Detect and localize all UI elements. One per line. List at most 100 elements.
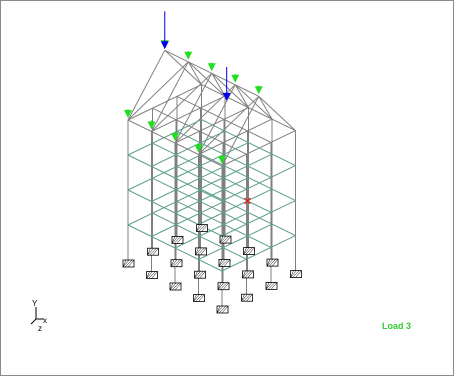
support-hatch (221, 235, 230, 244)
support-hatch (243, 294, 251, 302)
fixed-support-icon (217, 282, 230, 291)
support-hatch (248, 247, 255, 255)
support-hatch (290, 270, 294, 278)
arrow-head (147, 121, 156, 130)
support-hatch (243, 247, 247, 255)
support-hatch (171, 282, 180, 291)
support-hatch (196, 271, 204, 279)
support-hatch (267, 282, 276, 290)
roof-rafter (234, 84, 273, 120)
fixed-support-icon (147, 247, 159, 256)
arrow-down-icon (184, 50, 193, 60)
floor-beam (174, 107, 249, 144)
floor-beam (221, 200, 296, 237)
floor-beam (152, 142, 247, 190)
roof-rafter (198, 84, 236, 155)
floor-beam (221, 235, 296, 272)
support-hatch (127, 259, 135, 268)
floor-beam (176, 130, 272, 178)
support-hatch (122, 259, 127, 268)
arrow-down-icon (218, 155, 226, 164)
floor-beam (176, 165, 272, 213)
arrow-down-icon (254, 85, 263, 95)
load-case-label: Load 3 (382, 321, 412, 331)
support-hatch (217, 282, 222, 290)
fixed-support-icon (243, 247, 255, 256)
support-hatch (198, 224, 206, 232)
support-hatch (171, 236, 176, 244)
roof-rafter (258, 95, 296, 131)
axis-y-label: Y (32, 299, 38, 308)
support-hatch (147, 248, 154, 256)
support-hatch (194, 271, 198, 279)
roof-ridge-beam (211, 72, 236, 86)
roof-brace (187, 61, 202, 85)
support-hatch (198, 294, 205, 302)
floor-beam (152, 212, 247, 260)
roof-rafter (211, 72, 249, 108)
support-hatch (218, 305, 227, 314)
floor-beam (174, 142, 249, 179)
support-hatch (218, 259, 226, 267)
support-hatch (169, 282, 177, 291)
support-hatch (290, 270, 297, 278)
arrow-head (222, 92, 231, 101)
marker-cross (244, 197, 251, 205)
axis-z-line (30, 318, 37, 325)
fixed-support-icon (194, 270, 206, 279)
arrow-down-icon (194, 143, 203, 153)
support-hatch (195, 294, 203, 302)
arrow-down-icon (147, 120, 156, 130)
support-hatch (219, 282, 228, 290)
support-hatch (170, 259, 178, 267)
floor-beam (198, 188, 273, 225)
floor-beam (151, 95, 226, 132)
roof-rafter (151, 61, 189, 132)
support-hatch (292, 270, 300, 278)
floor-beam (127, 154, 202, 191)
support-hatch (171, 236, 179, 244)
support-hatch (197, 247, 205, 256)
fixed-support-icon (195, 247, 207, 256)
roof-rafter (187, 61, 226, 97)
support-hatch (195, 247, 199, 255)
selection-marker (244, 197, 251, 205)
floor-beam (151, 165, 226, 202)
support-hatch (196, 224, 203, 232)
fixed-support-icon (171, 235, 184, 244)
fixed-support-icon (122, 259, 135, 268)
floor-beam (127, 84, 202, 121)
support-hatch (152, 248, 159, 256)
support-hatch (193, 294, 200, 302)
roof-brace (127, 61, 189, 121)
support-hatch (242, 270, 246, 278)
floor-beam (221, 165, 296, 202)
support-hatch (244, 270, 252, 279)
arrow-head (231, 74, 240, 83)
floor-beam (127, 189, 202, 226)
arrow-head (207, 63, 216, 72)
axis-triad: Y x z (30, 299, 47, 333)
arrow-down-icon (171, 132, 179, 141)
floor-beam (198, 153, 273, 190)
fixed-support-icon (146, 271, 158, 279)
support-hatch (175, 259, 183, 267)
support-hatch (270, 282, 278, 290)
fixed-support-icon (196, 224, 208, 233)
floor-beam (174, 177, 249, 214)
support-hatch (196, 224, 200, 232)
fixed-support-icon (193, 294, 205, 302)
floor-beam (176, 95, 272, 143)
support-hatch (148, 271, 156, 279)
axis-x-label: x (43, 316, 47, 325)
support-hatch (242, 270, 249, 279)
fixed-support-icon (266, 258, 279, 267)
roof-rafter (174, 73, 213, 144)
roof-brace (151, 72, 213, 132)
support-hatch (172, 259, 181, 267)
floor-beam (174, 212, 249, 249)
support-hatch (193, 294, 197, 302)
roof-rafter (164, 49, 202, 85)
support-hatch (217, 282, 225, 290)
